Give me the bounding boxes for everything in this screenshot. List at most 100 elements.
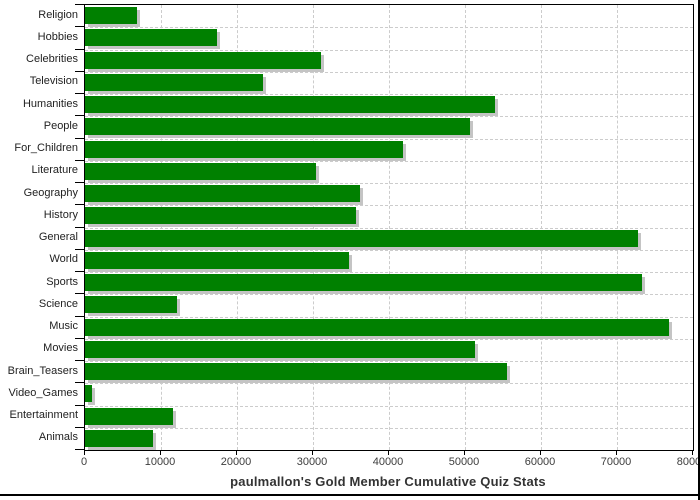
- bar-entertainment: [85, 408, 173, 425]
- bar-people: [85, 118, 470, 135]
- category-tick-mark: [75, 249, 84, 250]
- gridline-vertical: [237, 5, 238, 450]
- category-tick-mark: [75, 93, 84, 94]
- bar-literature: [85, 163, 316, 180]
- bar-music: [85, 319, 669, 336]
- bar-sports: [85, 274, 642, 291]
- gridline-vertical: [161, 5, 162, 450]
- category-tick-mark: [75, 49, 84, 50]
- bar-video_games: [85, 385, 92, 402]
- value-tick-mark: [312, 451, 313, 455]
- value-tick-mark: [84, 451, 85, 455]
- bar-hobbies: [85, 29, 217, 46]
- gridline-horizontal: [85, 72, 693, 73]
- category-label: Celebrities: [26, 53, 78, 66]
- category-label: Literature: [31, 164, 78, 177]
- value-tick-mark: [160, 451, 161, 455]
- value-tick-label: 50000: [448, 456, 480, 468]
- bar-television: [85, 74, 263, 91]
- category-label: History: [43, 208, 78, 221]
- gridline-horizontal: [85, 116, 693, 117]
- bar-brain_teasers: [85, 363, 507, 380]
- value-tick-mark: [616, 451, 617, 455]
- bar-general: [85, 230, 638, 247]
- category-label: Religion: [38, 8, 78, 21]
- category-label: For_Children: [14, 142, 78, 155]
- bar-movies: [85, 341, 475, 358]
- gridline-vertical: [541, 5, 542, 450]
- gridline-vertical: [465, 5, 466, 450]
- bar-geography: [85, 185, 360, 202]
- gridline-horizontal: [85, 361, 693, 362]
- value-tick-label: 40000: [372, 456, 404, 468]
- value-tick-label: 70000: [600, 456, 632, 468]
- value-tick-label: 20000: [220, 456, 252, 468]
- gridline-horizontal: [85, 183, 693, 184]
- value-tick-mark: [388, 451, 389, 455]
- category-tick-mark: [75, 427, 84, 428]
- category-label: Brain_Teasers: [7, 364, 78, 377]
- value-tick-mark: [540, 451, 541, 455]
- category-label: Video_Games: [8, 386, 78, 399]
- gridline-horizontal: [85, 228, 693, 229]
- plot-area: [84, 4, 694, 451]
- bar-science: [85, 296, 177, 313]
- value-tick-label: 80000: [676, 456, 700, 468]
- chart-title: paulmallon's Gold Member Cumulative Quiz…: [230, 474, 546, 489]
- frame-right-border: [698, 0, 700, 500]
- category-label: Sports: [46, 275, 78, 288]
- category-tick-mark: [75, 293, 84, 294]
- gridline-horizontal: [85, 294, 693, 295]
- bar-celebrities: [85, 52, 321, 69]
- category-tick-mark: [75, 449, 84, 450]
- gridline-vertical: [617, 5, 618, 450]
- frame-bottom-border: [0, 494, 700, 496]
- category-tick-mark: [75, 138, 84, 139]
- category-tick-mark: [75, 405, 84, 406]
- category-tick-mark: [75, 115, 84, 116]
- gridline-vertical: [389, 5, 390, 450]
- gridline-horizontal: [85, 205, 693, 206]
- value-tick-label: 60000: [524, 456, 556, 468]
- bar-humanities: [85, 96, 495, 113]
- category-tick-mark: [75, 338, 84, 339]
- category-label: Animals: [38, 431, 78, 444]
- value-tick-label: 30000: [296, 456, 328, 468]
- category-label: Entertainment: [9, 409, 78, 422]
- category-label: General: [38, 231, 78, 244]
- value-tick-label: 10000: [144, 456, 176, 468]
- gridline-horizontal: [85, 27, 693, 28]
- category-tick-mark: [75, 382, 84, 383]
- gridline-horizontal: [85, 139, 693, 140]
- value-tick-label: 0: [80, 456, 88, 468]
- category-tick-mark: [75, 26, 84, 27]
- gridline-horizontal: [85, 406, 693, 407]
- category-label: Science: [38, 297, 78, 310]
- value-tick-mark: [236, 451, 237, 455]
- category-label: World: [49, 253, 78, 266]
- value-tick-mark: [692, 451, 693, 455]
- bar-animals: [85, 430, 153, 447]
- category-tick-mark: [75, 182, 84, 183]
- gridline-horizontal: [85, 272, 693, 273]
- category-tick-mark: [75, 227, 84, 228]
- gridline-horizontal: [85, 383, 693, 384]
- category-label: Humanities: [22, 97, 78, 110]
- category-tick-mark: [75, 316, 84, 317]
- value-tick-mark: [464, 451, 465, 455]
- category-label: Hobbies: [37, 30, 78, 43]
- category-tick-mark: [75, 204, 84, 205]
- category-label: Music: [49, 320, 78, 333]
- gridline-horizontal: [85, 94, 693, 95]
- gridline-horizontal: [85, 428, 693, 429]
- gridline-horizontal: [85, 339, 693, 340]
- category-tick-mark: [75, 271, 84, 272]
- bar-history: [85, 207, 356, 224]
- category-label: Geography: [23, 186, 78, 199]
- bar-for_children: [85, 141, 403, 158]
- gridline-horizontal: [85, 161, 693, 162]
- category-tick-mark: [75, 360, 84, 361]
- bar-world: [85, 252, 349, 269]
- gridline-vertical: [313, 5, 314, 450]
